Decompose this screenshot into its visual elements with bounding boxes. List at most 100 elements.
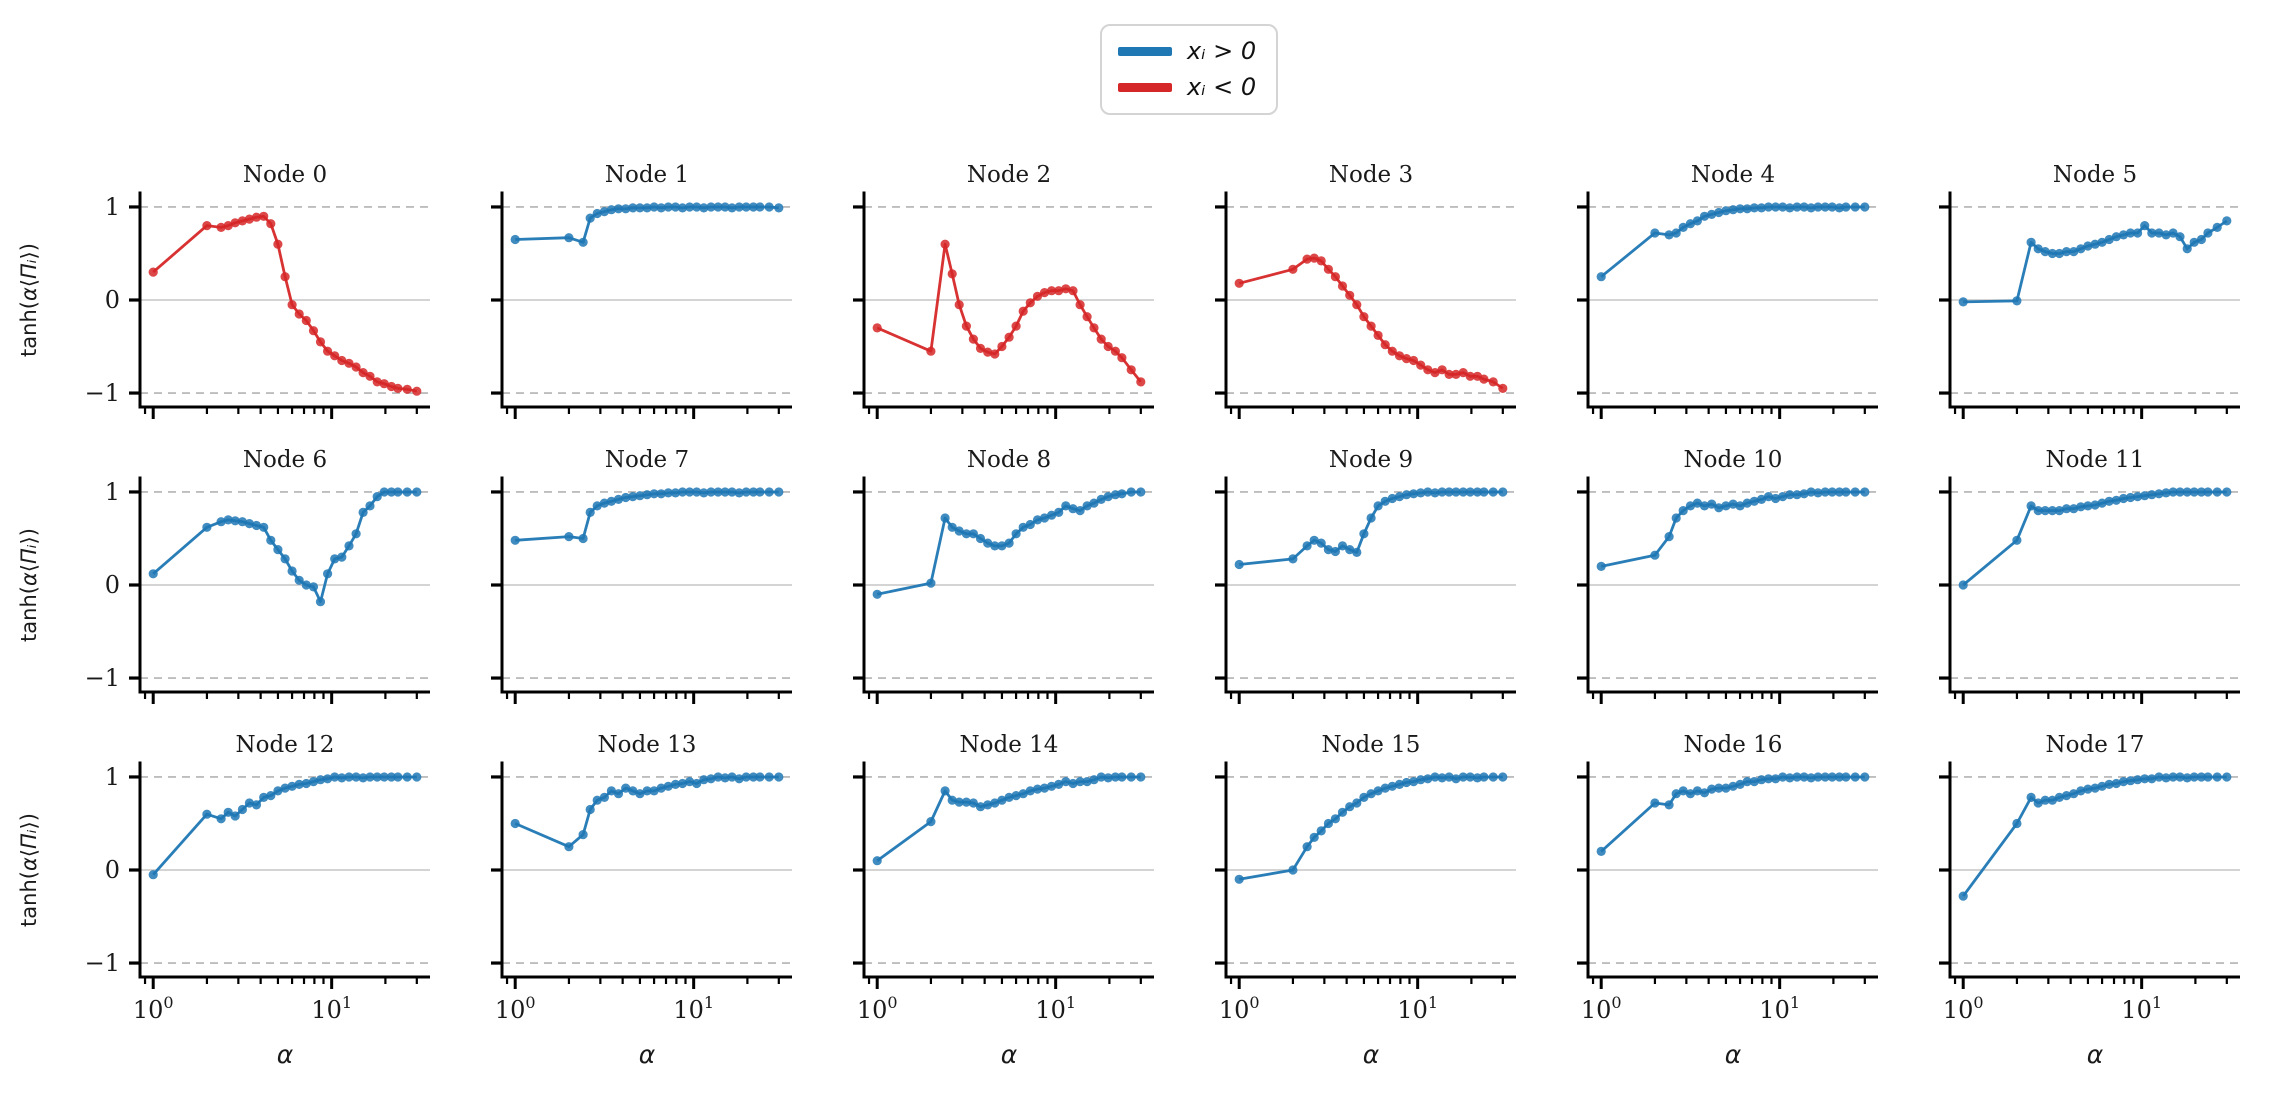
series-markers	[510, 202, 784, 247]
y-tick-label: 0	[105, 286, 120, 314]
legend-item-positive: xᵢ > 0	[1118, 39, 1256, 63]
gridlines	[140, 776, 430, 964]
gridlines	[1226, 206, 1516, 394]
x-tick-label: 100	[495, 993, 536, 1024]
y-tick-label: 0	[105, 856, 120, 884]
axes	[853, 761, 1154, 989]
series-line	[1963, 219, 2228, 304]
subplot-node-2: Node 2	[853, 162, 1154, 419]
axes	[1577, 476, 1878, 704]
subplot-node-13: Node 13 100 101 α	[491, 732, 792, 1069]
subplot-title: Node 1	[605, 162, 689, 188]
subplot-title: Node 10	[1684, 447, 1783, 473]
x-tick-label: 101	[1397, 993, 1438, 1024]
x-tick-label: 101	[1759, 993, 1800, 1024]
axes	[1939, 761, 2240, 989]
axes	[1215, 476, 1516, 704]
axes	[1939, 191, 2240, 419]
axes	[491, 476, 792, 704]
axes	[1577, 191, 1878, 419]
x-axis-label: α	[639, 1040, 656, 1069]
y-axis-label: tanh(α⟨Πᵢ⟩)	[17, 243, 41, 357]
axes	[853, 191, 1154, 419]
x-tick-label: 101	[1035, 993, 1076, 1024]
gridlines	[502, 206, 792, 394]
series-line	[876, 775, 1141, 862]
series-line	[1962, 775, 2227, 897]
gridlines	[864, 776, 1154, 964]
subplot-title: Node 7	[605, 447, 689, 473]
axes	[1215, 191, 1516, 419]
axes	[129, 191, 430, 419]
series-line	[1600, 205, 1865, 278]
subplot-title: Node 13	[598, 732, 697, 758]
series-markers	[1596, 487, 1870, 572]
subplot-node-1: Node 1	[491, 162, 792, 419]
y-axis-label: tanh(α⟨Πᵢ⟩)	[17, 528, 41, 642]
gridlines	[140, 206, 430, 394]
subplot-node-5: Node 5	[1939, 162, 2240, 419]
subplot-title: Node 8	[967, 447, 1051, 473]
legend-swatch-red	[1118, 82, 1172, 92]
y-tick-label: −1	[85, 664, 120, 692]
axes	[491, 761, 792, 989]
gridlines	[1588, 206, 1878, 394]
subplot-node-16: Node 16 100 101 α	[1577, 732, 1878, 1069]
subplot-title: Node 0	[243, 162, 327, 188]
series-markers	[1596, 772, 1870, 857]
y-tick-label: 1	[105, 478, 120, 506]
series-markers	[510, 487, 784, 545]
gridlines	[1588, 776, 1878, 964]
subplot-node-12: Node 12 1 0 −1 tanh(α⟨Πᵢ⟩) 100 101 α	[17, 732, 430, 1069]
series-markers	[148, 772, 422, 880]
subplot-node-4: Node 4	[1577, 162, 1878, 419]
x-tick-label: 100	[1943, 993, 1984, 1024]
subplot-title: Node 2	[967, 162, 1051, 188]
axes	[129, 761, 430, 989]
legend-item-negative: xᵢ < 0	[1118, 75, 1256, 99]
y-tick-label: 1	[105, 763, 120, 791]
subplot-title: Node 16	[1684, 732, 1783, 758]
x-tick-label: 101	[2121, 993, 2162, 1024]
y-tick-label: 1	[105, 193, 120, 221]
series-markers	[1234, 253, 1508, 393]
subplot-title: Node 15	[1322, 732, 1421, 758]
series-markers	[1596, 202, 1870, 282]
gridlines	[502, 491, 792, 679]
axes	[1577, 761, 1878, 989]
subplot-node-14: Node 14 100 101 α	[853, 732, 1154, 1069]
y-tick-label: −1	[85, 379, 120, 407]
gridlines	[1588, 491, 1878, 679]
series-markers	[1958, 772, 2232, 901]
x-axis-label: α	[1363, 1040, 1380, 1069]
subplot-title: Node 5	[2053, 162, 2137, 188]
gridlines	[864, 206, 1154, 394]
legend-label-positive: xᵢ > 0	[1187, 37, 1257, 65]
x-axis-label: α	[2087, 1040, 2104, 1069]
x-tick-label: 100	[1581, 993, 1622, 1024]
subplot-node-11: Node 11	[1939, 447, 2240, 704]
series-markers	[1958, 216, 2232, 307]
gridlines	[1226, 776, 1516, 964]
axes	[1939, 476, 2240, 704]
series-markers	[872, 772, 1146, 866]
subplot-node-0: Node 0 1 0 −1 tanh(α⟨Πᵢ⟩)	[17, 162, 430, 419]
x-axis-label: α	[1725, 1040, 1742, 1069]
subplot-title: Node 14	[960, 732, 1059, 758]
series-markers	[148, 487, 422, 607]
gridlines	[864, 491, 1154, 679]
x-tick-label: 100	[133, 993, 174, 1024]
subplot-node-3: Node 3	[1215, 162, 1516, 419]
legend-label-negative: xᵢ < 0	[1187, 73, 1257, 101]
axes	[1215, 761, 1516, 989]
gridlines	[140, 491, 430, 679]
subplot-title: Node 9	[1329, 447, 1413, 473]
y-axis-label: tanh(α⟨Πᵢ⟩)	[17, 813, 41, 927]
subplot-node-7: Node 7	[491, 447, 792, 704]
subplot-title: Node 17	[2046, 732, 2145, 758]
axes	[491, 191, 792, 419]
gridlines	[1950, 491, 2240, 679]
x-axis-label: α	[277, 1040, 294, 1069]
